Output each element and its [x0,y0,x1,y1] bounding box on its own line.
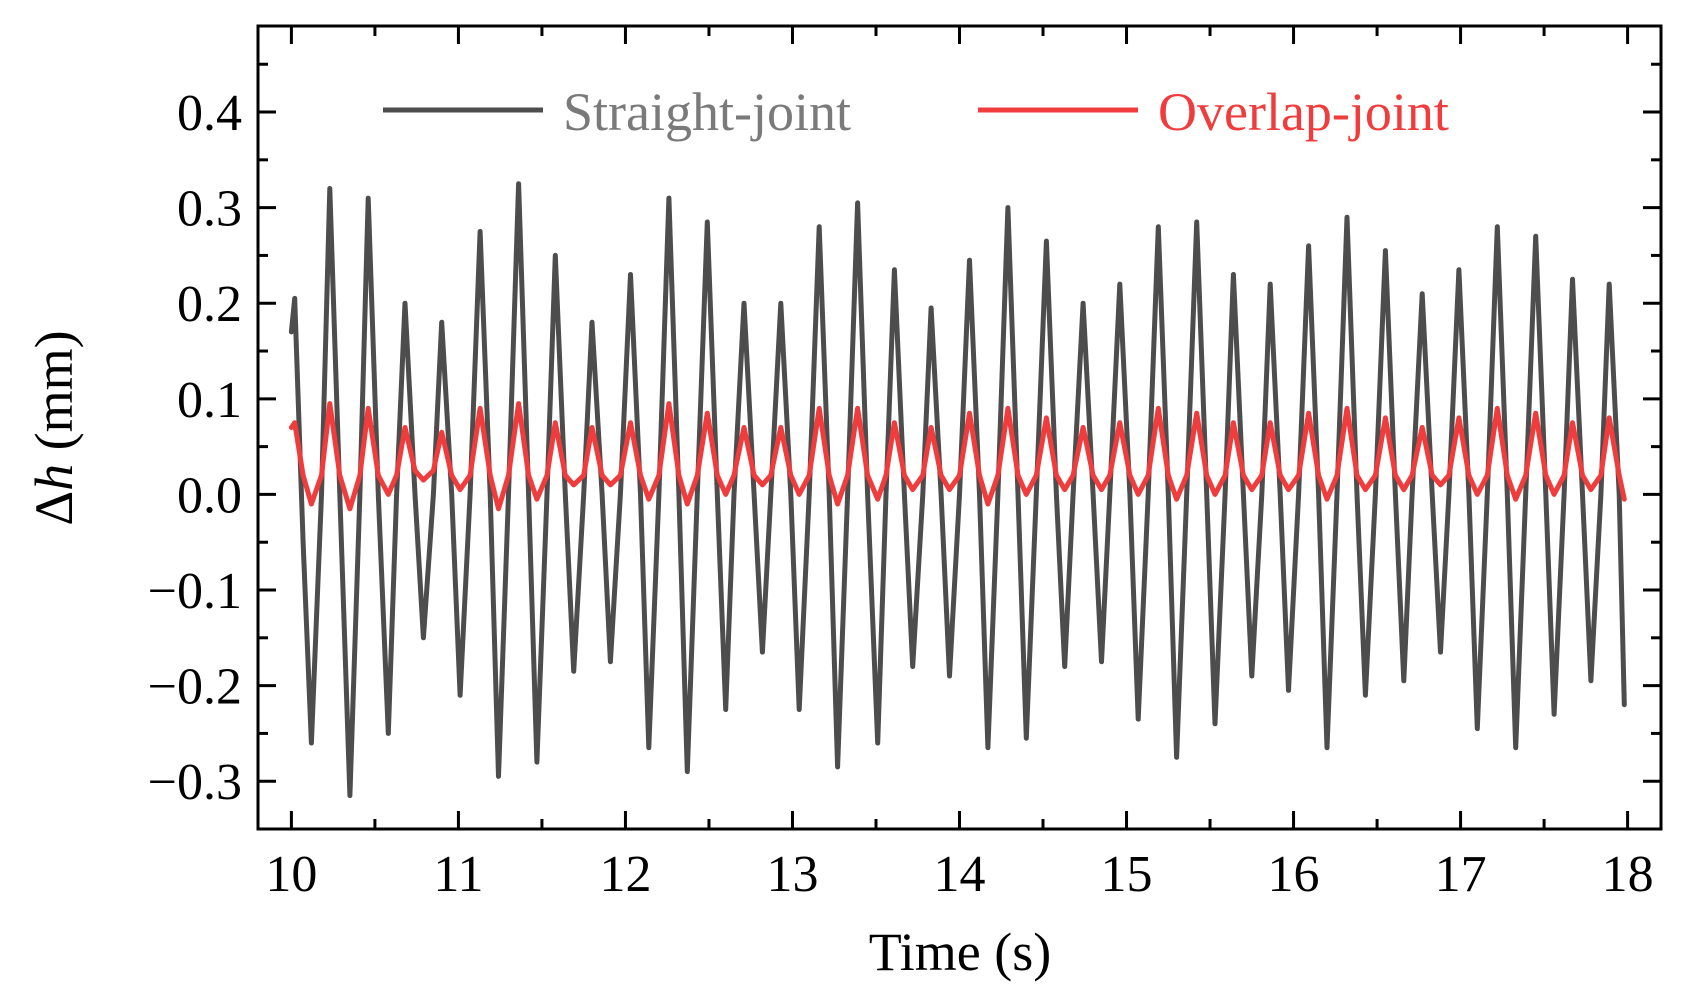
x-axis-title: Time (s) [869,922,1052,982]
y-tick-label: −0.2 [148,659,242,716]
x-tick-label: 13 [766,846,818,903]
series-line-overlap-joint [288,401,1627,512]
plot-area-frame [256,24,1663,831]
y-tick-label: −0.1 [148,563,242,620]
y-axis-title-symbol: Δ [24,491,84,526]
y-axis-title-variable: h [24,464,84,491]
y-tick-label: 0.1 [177,372,242,429]
x-tick-label: 14 [934,846,986,903]
x-tick-label: 16 [1268,846,1320,903]
x-tick-label: 12 [599,846,651,903]
y-axis-title: Δh (mm) [24,330,84,525]
legend-label-overlap-joint: Overlap-joint [1158,82,1449,142]
x-tick-label: 11 [433,846,483,903]
tick-marks [258,26,1661,831]
x-tick-label: 10 [265,846,317,903]
series-lines [288,181,1627,798]
y-tick-labels: −0.3 −0.2 −0.1 0.0 0.1 0.2 0.3 0.4 [148,85,242,811]
x-tick-label: 17 [1435,846,1487,903]
x-tick-labels: 10 11 12 13 14 15 16 17 18 [265,846,1653,903]
legend: Straight-joint Overlap-joint [383,82,1449,142]
y-tick-label: 0.0 [177,467,242,524]
y-tick-label: 0.3 [177,181,242,238]
legend-label-straight-joint: Straight-joint [563,82,851,142]
x-tick-label: 15 [1101,846,1153,903]
y-tick-label: 0.2 [177,276,242,333]
y-tick-label: −0.3 [148,754,242,811]
series-line-straight-joint [288,181,1627,798]
x-tick-label: 18 [1602,846,1654,903]
y-axis-title-unit: (mm) [24,330,84,463]
y-tick-label: 0.4 [177,85,242,142]
